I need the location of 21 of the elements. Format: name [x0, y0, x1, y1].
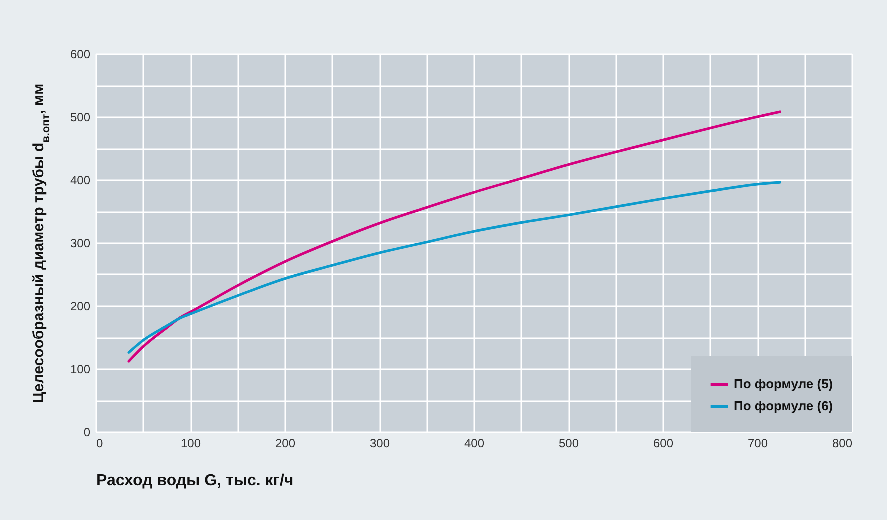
x-tick-label: 500 — [558, 436, 580, 450]
legend-label: По формуле (6) — [734, 398, 834, 414]
x-tick-label: 700 — [748, 436, 768, 450]
x-tick-label: 100 — [180, 436, 202, 450]
y-tick-label: 600 — [70, 48, 91, 62]
x-tick-label: 0 — [96, 436, 104, 450]
x-tick-label: 200 — [275, 436, 296, 450]
y-tick-label: 300 — [70, 236, 91, 250]
line-series — [128, 110, 782, 363]
x-tick-label: 400 — [464, 436, 485, 450]
y-tick-label: 0 — [84, 426, 91, 440]
legend-label: По формуле (5) — [734, 376, 834, 392]
y-tick-label: 400 — [70, 174, 91, 188]
y-tick-label: 100 — [70, 362, 91, 376]
y-tick-label: 200 — [70, 300, 91, 314]
y-tick-label: 500 — [70, 110, 91, 124]
x-tick-label: 800 — [832, 436, 853, 450]
x-axis-title: Расход воды G, тыс. кг/ч — [96, 472, 294, 490]
x-tick-label: 300 — [370, 436, 390, 450]
line-series — [128, 181, 782, 354]
x-tick-label: 600 — [653, 436, 674, 450]
